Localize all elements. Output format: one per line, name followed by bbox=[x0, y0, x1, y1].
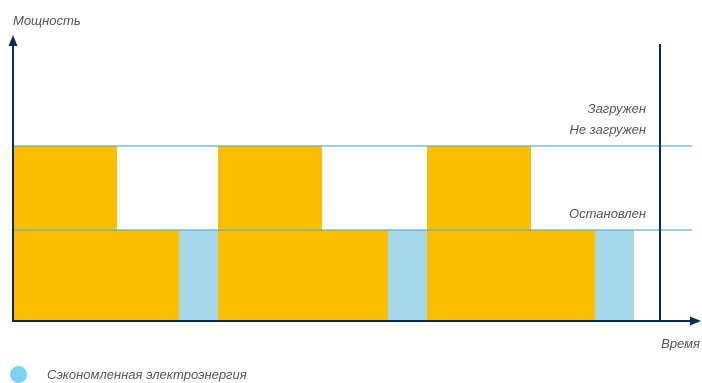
loaded-block-2 bbox=[218, 146, 322, 230]
saved-energy-legend-label: Сэкономленная электроэнергия bbox=[47, 367, 247, 382]
loaded-block-1 bbox=[13, 146, 117, 230]
y-axis-label: Мощность bbox=[13, 13, 81, 28]
unloaded-block-3 bbox=[427, 230, 595, 321]
legend: Сэкономленная электроэнергия bbox=[10, 365, 247, 383]
saved-energy-block-1 bbox=[179, 230, 218, 321]
level-label-loaded: Загружен bbox=[588, 101, 646, 116]
y-axis-arrow bbox=[9, 35, 18, 46]
loaded-block-3 bbox=[427, 146, 531, 230]
x-axis-label: Время bbox=[661, 336, 700, 351]
unloaded-block-2 bbox=[218, 230, 388, 321]
unloaded-block-1 bbox=[13, 230, 179, 321]
saved-energy-legend-dot bbox=[10, 366, 27, 383]
level-label-unloaded: Не загружен bbox=[569, 122, 646, 137]
saved-energy-block-3 bbox=[595, 230, 634, 321]
level-label-stopped: Остановлен bbox=[569, 206, 646, 221]
saved-energy-block-2 bbox=[388, 230, 427, 321]
x-axis-arrow bbox=[690, 317, 701, 326]
